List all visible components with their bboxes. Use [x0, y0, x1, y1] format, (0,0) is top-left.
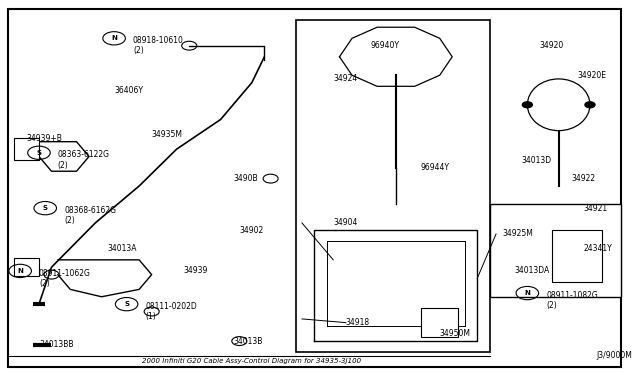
Text: 34013DA: 34013DA — [515, 266, 550, 275]
Text: S: S — [43, 205, 48, 211]
Text: N: N — [111, 35, 117, 41]
Text: N: N — [17, 268, 23, 274]
Text: 34939: 34939 — [183, 266, 207, 275]
Text: 08918-10610
(2): 08918-10610 (2) — [133, 36, 184, 55]
Text: 3490B: 3490B — [233, 174, 258, 183]
Text: 96940Y: 96940Y — [371, 41, 400, 50]
Text: 34922: 34922 — [571, 174, 595, 183]
Text: 08911-1082G
(2): 08911-1082G (2) — [546, 291, 598, 310]
Text: 34920E: 34920E — [577, 71, 607, 80]
Text: 34013A: 34013A — [108, 244, 138, 253]
Text: S: S — [36, 150, 42, 156]
Bar — [14, 258, 39, 276]
Text: 2000 Infiniti G20 Cable Assy-Control Diagram for 34935-3J100: 2000 Infiniti G20 Cable Assy-Control Dia… — [142, 358, 362, 365]
Text: 36406Y: 36406Y — [114, 86, 143, 94]
Text: 34921: 34921 — [584, 203, 608, 213]
Text: 34013BB: 34013BB — [39, 340, 74, 349]
Text: N: N — [524, 290, 531, 296]
Text: 34902: 34902 — [239, 226, 264, 235]
Bar — [552, 230, 602, 282]
Text: 34918: 34918 — [346, 318, 370, 327]
Text: 08111-0202D
(1): 08111-0202D (1) — [145, 302, 197, 321]
Text: 34925M: 34925M — [502, 230, 533, 238]
Circle shape — [522, 102, 532, 108]
Bar — [14, 138, 39, 160]
Bar — [490, 205, 621, 297]
Text: 34013B: 34013B — [233, 337, 262, 346]
Bar — [296, 20, 490, 352]
Text: 34904: 34904 — [333, 218, 358, 227]
Text: S: S — [124, 301, 129, 307]
Text: 08363-6122G
(2): 08363-6122G (2) — [58, 150, 109, 170]
Text: 34950M: 34950M — [440, 329, 470, 338]
Bar — [421, 308, 458, 337]
Text: 34013D: 34013D — [521, 155, 551, 165]
Text: 34920: 34920 — [540, 41, 564, 50]
Text: 24341Y: 24341Y — [584, 244, 612, 253]
Text: 34935M: 34935M — [152, 130, 182, 139]
Ellipse shape — [527, 79, 590, 131]
Circle shape — [585, 102, 595, 108]
Text: 34939+B: 34939+B — [26, 134, 62, 142]
Text: 34924: 34924 — [333, 74, 358, 83]
Text: J3/9000M: J3/9000M — [596, 351, 632, 360]
Text: 08368-6162G
(2): 08368-6162G (2) — [64, 206, 116, 225]
Text: 08911-1062G
(2): 08911-1062G (2) — [39, 269, 91, 288]
Text: 96944Y: 96944Y — [421, 163, 450, 172]
